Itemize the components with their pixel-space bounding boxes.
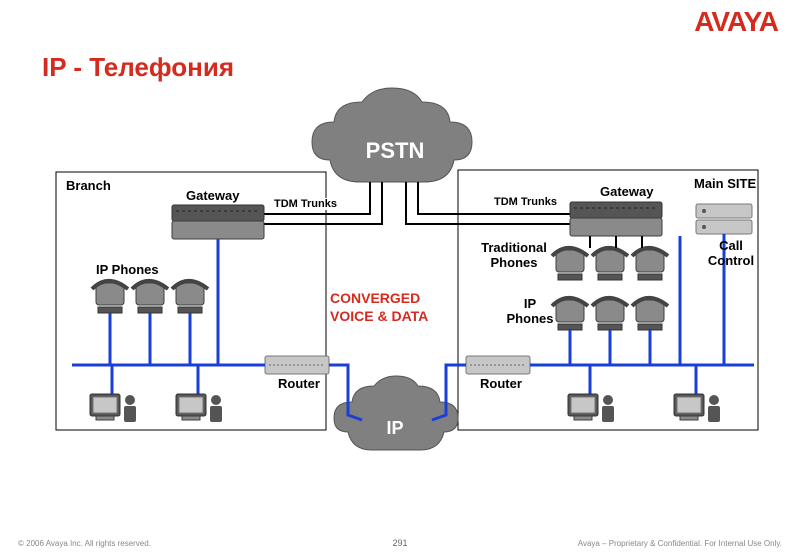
callctrl-label: CallControl: [706, 238, 756, 268]
ipphones2-label: IPPhones: [506, 296, 554, 326]
router2-label: Router: [480, 376, 522, 391]
topology-diagram: PSTN IP: [0, 0, 800, 554]
tdm2-label: TDM Trunks: [492, 196, 559, 208]
gateway2-label: Gateway: [600, 184, 653, 199]
svg-text:IP: IP: [386, 418, 403, 438]
svg-text:PSTN: PSTN: [366, 138, 425, 163]
gateway-main: [570, 202, 662, 236]
converged-label-1: CONVERGED: [330, 290, 420, 306]
router-main: [466, 356, 530, 374]
tdm1-label: TDM Trunks: [272, 198, 339, 210]
ipphones1-label: IP Phones: [96, 262, 159, 277]
mainsite-label: Main SITE: [694, 176, 756, 191]
workstation: [90, 394, 136, 422]
workstation: [176, 394, 222, 422]
workstation: [568, 394, 614, 422]
converged-label-2: VOICE & DATA: [330, 308, 428, 324]
ip-cloud: IP: [334, 376, 458, 450]
ip-phones-main: [552, 298, 668, 330]
router-branch: [265, 356, 329, 374]
gateway-branch: [172, 205, 264, 239]
branch-label: Branch: [66, 178, 111, 193]
traditional-phones: [552, 248, 668, 280]
ip-phones-branch: [92, 281, 208, 313]
footer-right: Avaya – Proprietary & Confidential. For …: [578, 539, 782, 548]
workstation: [674, 394, 720, 422]
pstn-cloud: PSTN: [312, 88, 472, 182]
tradphones-label: TraditionalPhones: [480, 240, 548, 270]
gateway1-label: Gateway: [186, 188, 239, 203]
router1-label: Router: [278, 376, 320, 391]
